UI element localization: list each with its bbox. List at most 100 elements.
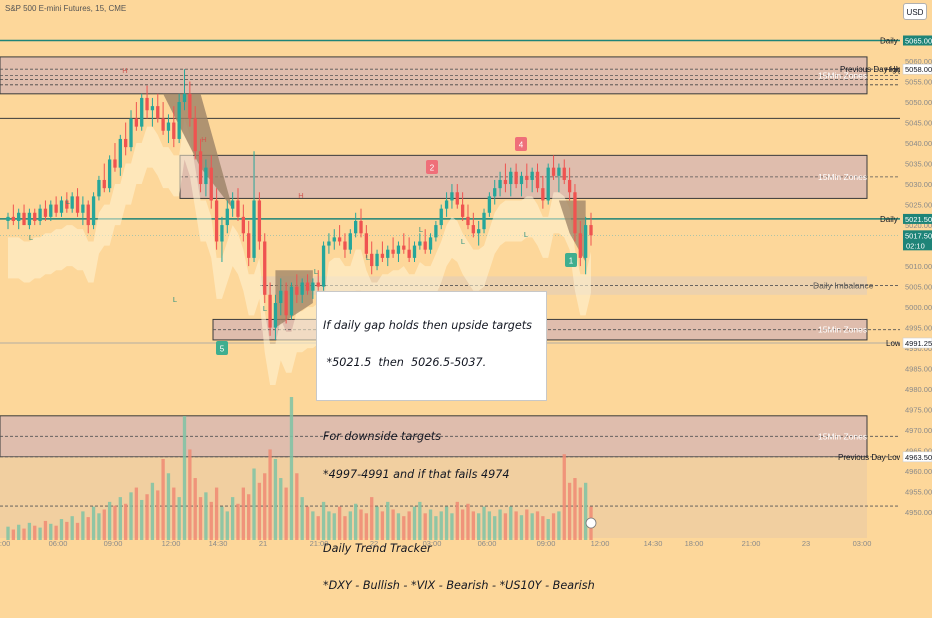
volume-bar (145, 494, 149, 540)
note-line: For downside targets (323, 430, 442, 444)
candle-body (198, 151, 203, 185)
candle-body (311, 282, 315, 291)
price-tick: 4995.00 (905, 324, 932, 333)
volume-bar (450, 513, 454, 540)
volume-bar (337, 506, 342, 540)
candle-body (519, 175, 524, 185)
candle-body (113, 159, 117, 168)
volume-bar (311, 511, 315, 540)
level-label: Daily (880, 215, 898, 224)
volume-bar (541, 516, 545, 540)
candle-body (220, 225, 224, 242)
zone-box (179, 154, 868, 199)
zone-label: 15Min Zones (818, 70, 867, 80)
candle-body (289, 286, 294, 316)
candle-body (193, 118, 197, 152)
candle-body (140, 97, 144, 127)
volume-bar (509, 506, 513, 540)
volume-bar (567, 482, 572, 540)
candle-body (38, 208, 42, 221)
candle-body (182, 93, 187, 103)
price-tick: 5055.00 (905, 78, 932, 87)
candle-body (562, 167, 566, 180)
symbol-header: S&P 500 E-mini Futures, 15, CME (5, 4, 127, 13)
volume-bar (86, 517, 90, 540)
candle-body (150, 106, 155, 111)
price-tick: 4955.00 (905, 488, 932, 497)
price-tick: 5035.00 (905, 160, 932, 169)
time-tick: 12:00 (591, 539, 610, 548)
price-tick: 4950.00 (905, 508, 932, 517)
lower-band (0, 456, 867, 538)
price-tick: 4990.00 (905, 344, 932, 353)
candle-body (11, 216, 16, 221)
candle-body (134, 118, 139, 127)
volume-bar (257, 482, 262, 540)
candle-body (503, 179, 508, 185)
candle-body (514, 171, 518, 185)
time-tick: 12:00 (162, 539, 181, 548)
candle-body (557, 167, 561, 176)
volume-bar (402, 516, 406, 540)
time-tick: 06:00 (478, 539, 497, 548)
price-tick: 5040.00 (905, 139, 932, 148)
candle-body (118, 138, 122, 168)
candle-body (583, 225, 588, 258)
volume-bar (514, 511, 518, 540)
price-tick: 4965.00 (905, 447, 932, 456)
volume-bar (428, 509, 433, 540)
hl-tag: L (419, 225, 423, 234)
candle-body (546, 167, 550, 201)
candle-body (241, 216, 245, 234)
volume-bar (530, 513, 534, 540)
volume-bar (193, 478, 197, 540)
volume-bar (198, 497, 203, 540)
time-tick: 06:00 (49, 539, 68, 548)
volume-bar (263, 473, 267, 540)
volume-bar (268, 449, 272, 540)
price-tick: 5045.00 (905, 119, 932, 128)
volume-bar (418, 501, 422, 540)
volume-bar (177, 497, 181, 540)
volume-bar (129, 492, 133, 540)
volume-bar (22, 528, 26, 540)
volume-bar (380, 511, 385, 540)
candle-body (589, 225, 593, 236)
candle-body (268, 294, 272, 328)
candle-body (6, 216, 10, 221)
price-badge (902, 63, 932, 75)
price-chart[interactable]: H H H L L L L L L L L L 2 4 5 1 15Min Zones 15Min Zones 1… (0, 0, 932, 550)
price-badge (903, 230, 932, 251)
candle-body (343, 241, 347, 250)
volume-bar (38, 527, 42, 540)
volume-bar (305, 506, 310, 540)
volume-bar (439, 511, 443, 540)
zone-label: Daily Imbalance (813, 281, 874, 291)
candle-body (407, 249, 411, 258)
volume-bar (70, 516, 74, 540)
signal-tag-label: 2 (430, 164, 435, 173)
price-tick: 4975.00 (905, 406, 932, 415)
volume-bar (214, 487, 219, 540)
candle-body (493, 188, 497, 197)
volume-bar (375, 506, 379, 540)
candle-body (161, 118, 165, 131)
candle-body (230, 200, 235, 209)
volume-bar (300, 497, 304, 540)
note-line: *5021.5 then 5026.5-5037. (323, 356, 487, 370)
volume-bar (204, 492, 208, 540)
note-line (323, 506, 540, 518)
note-line (323, 394, 540, 406)
currency-button[interactable]: USD (903, 3, 927, 20)
volume-bar (578, 487, 582, 540)
price-tick: 5000.00 (905, 303, 932, 312)
volume-bar (156, 490, 160, 540)
candle-body (75, 196, 80, 213)
candle-body (305, 282, 310, 291)
candle-body (86, 204, 90, 226)
volume-bar (332, 513, 336, 540)
candle-body (375, 253, 379, 267)
candle-body (567, 179, 572, 193)
text-note[interactable]: If daily gap holds then upside targets *… (316, 291, 595, 592)
time-tick: 22 (370, 539, 378, 548)
